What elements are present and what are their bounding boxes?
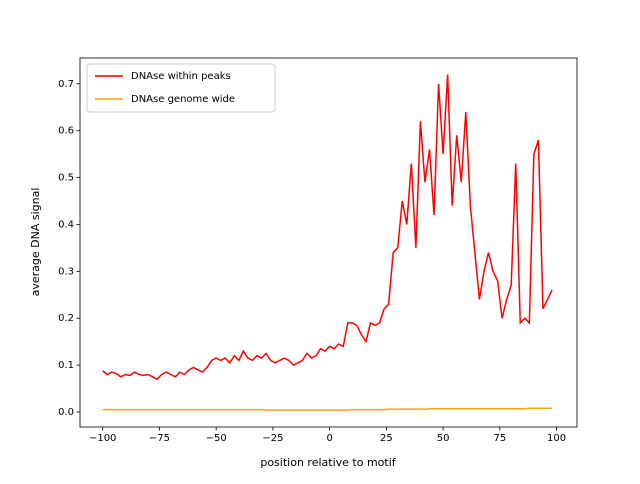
y-tick-label: 0.7 bbox=[58, 79, 74, 90]
legend-label: DNAse within peaks bbox=[131, 71, 231, 82]
x-tick-label: 75 bbox=[493, 433, 506, 444]
y-tick-label: 0.0 bbox=[58, 407, 74, 418]
plot-frame bbox=[79, 57, 578, 428]
y-tick-label: 0.1 bbox=[58, 360, 74, 371]
x-tick-label: −50 bbox=[206, 433, 227, 444]
legend-box bbox=[86, 63, 276, 113]
x-tick-label: 0 bbox=[326, 433, 332, 444]
y-tick-label: 0.4 bbox=[58, 219, 74, 230]
x-tick-label: −100 bbox=[89, 433, 116, 444]
x-tick-label: 25 bbox=[380, 433, 393, 444]
x-tick-label: −25 bbox=[262, 433, 283, 444]
x-tick-label: −75 bbox=[149, 433, 170, 444]
x-axis-label: position relative to motif bbox=[260, 456, 396, 469]
y-tick-label: 0.5 bbox=[58, 173, 74, 184]
data-line bbox=[102, 407, 553, 411]
x-tick-label: 100 bbox=[547, 433, 566, 444]
x-tick-label: 50 bbox=[437, 433, 450, 444]
data-line bbox=[102, 74, 553, 381]
y-axis-label: average DNA signal bbox=[29, 188, 42, 297]
y-tick-label: 0.6 bbox=[58, 126, 74, 137]
legend-label: DNAse genome wide bbox=[131, 94, 235, 105]
y-tick-label: 0.2 bbox=[58, 313, 74, 324]
y-tick-label: 0.3 bbox=[58, 266, 74, 277]
